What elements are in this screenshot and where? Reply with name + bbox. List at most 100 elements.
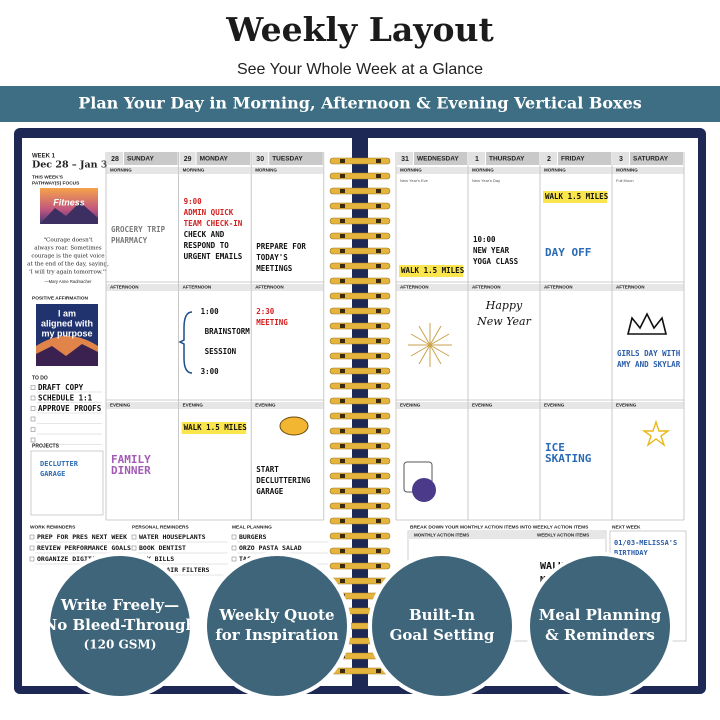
handwritten-entry: DAY OFF [545, 246, 591, 259]
checkbox [29, 545, 35, 551]
affirmation-line: aligned with [41, 318, 93, 328]
todo-item: SCHEDULE 1:1 [38, 394, 93, 403]
handwritten-entry: 9:00 [184, 197, 203, 206]
feature-badge [368, 552, 516, 700]
period-bar [468, 284, 540, 291]
rule [418, 344, 431, 365]
day-name-box [558, 152, 611, 165]
checkbox [131, 545, 137, 551]
ring-hole [340, 279, 345, 283]
day-name-box [269, 152, 323, 165]
day-name: SATURDAY [633, 156, 669, 163]
ring-hole [376, 474, 381, 478]
day-name: WEDNESDAY [417, 156, 459, 163]
ring-hole [340, 669, 345, 673]
ring-hole [376, 549, 381, 553]
period-bar [251, 284, 324, 291]
ring-hole [376, 459, 381, 463]
quote-line: "Courage doesn't [43, 238, 93, 244]
reminder-item: WATER HOUSEPLANTS [139, 533, 206, 541]
reminder-item: PREP FOR PRES NEXT WEEK [37, 533, 127, 541]
ring-hole [340, 204, 345, 208]
checkbox [30, 385, 36, 390]
action-label: BREAK DOWN YOUR MONTHLY ACTION ITEMS INT… [410, 524, 589, 530]
handwritten-entry: MEETING [256, 318, 288, 327]
day-number: 3 [619, 156, 623, 163]
reminder-item: ORGANIZE DIGITAL FILES [37, 555, 123, 563]
day-name: SUNDAY [127, 156, 155, 163]
ring-hole [376, 384, 381, 388]
period-bar [540, 284, 612, 291]
reminder-item: BURGERS [239, 533, 266, 541]
feature-text: & Reminders [545, 626, 655, 644]
bracket [178, 311, 193, 374]
handwritten-entry: ICE [545, 441, 565, 454]
period-bar [612, 284, 684, 291]
quote-line: always roar. Sometimes [34, 246, 102, 252]
handwritten-entry: TODAY'S [256, 253, 288, 262]
handwritten-entry: GROCERY TRIP [111, 225, 166, 234]
rule [429, 344, 442, 365]
projects-label: PROJECTS [32, 443, 60, 449]
ring-hole [376, 249, 381, 253]
day-number-box [107, 152, 123, 165]
highlight [181, 422, 247, 434]
period-bar [179, 402, 251, 409]
period-label: MORNING [472, 168, 494, 173]
day-number-box [613, 152, 629, 165]
ring-hole [376, 669, 381, 673]
ring-hole [340, 564, 345, 568]
ring-hole [376, 354, 381, 358]
handwritten-entry: YOGA CLASS [473, 257, 519, 266]
handwritten-entry: GIRLS DAY WITH [617, 349, 681, 358]
project-item: DECLUTTER [40, 460, 79, 468]
highlight [543, 191, 607, 203]
handwritten-entry: PHARMACY [111, 236, 148, 245]
period-label: AFTERNOON [400, 285, 429, 290]
feature-badge [46, 552, 194, 700]
todo-item: APPROVE PROOFS [38, 404, 102, 413]
ring-hole [376, 444, 381, 448]
handwritten-entry: WALK 1.5 MILES [184, 423, 248, 432]
period-bar [106, 167, 179, 174]
day-number-box [541, 152, 557, 165]
ring-hole [376, 159, 381, 163]
next-week-entry: 01/03-MELISSA'S [614, 539, 677, 547]
star [641, 419, 671, 447]
ring-hole [340, 534, 345, 538]
day-number: 1 [475, 156, 479, 163]
day-name-box [124, 152, 178, 165]
checkbox [30, 406, 36, 411]
period-label: MORNING [616, 168, 638, 173]
period-bar [612, 402, 684, 409]
feature-badge [526, 552, 674, 700]
rule [429, 333, 450, 346]
period-label: MORNING [183, 168, 205, 173]
ring-hole [340, 384, 345, 388]
handwritten-entry: PREPARE FOR [256, 242, 306, 251]
day-number-box [469, 152, 485, 165]
feature-text: Weekly Quote [218, 606, 334, 624]
handwritten-entry: SESSION [205, 347, 237, 356]
ring-hole [376, 279, 381, 283]
ring-hole [340, 234, 345, 238]
monthly-label: MONTHLY ACTION ITEMS [414, 533, 469, 538]
period-bar [396, 167, 468, 174]
rule [418, 325, 431, 346]
projects-box [30, 450, 104, 516]
period-label: AFTERNOON [183, 285, 212, 290]
day-number: 31 [401, 156, 409, 163]
ring-hole [376, 579, 381, 583]
period-bar [612, 167, 684, 174]
rule [429, 325, 442, 346]
ring-hole [376, 504, 381, 508]
clock-sticker [412, 478, 436, 502]
handwritten-entry: 2:30 [256, 307, 275, 316]
rule [410, 344, 431, 357]
reminder-item: ORZO PASTA SALAD [239, 544, 302, 552]
feature-text: (120 GSM) [84, 638, 157, 652]
subtitle: See Your Whole Week at a Glance [237, 61, 483, 78]
period-bar [179, 167, 251, 174]
ring-hole [376, 219, 381, 223]
